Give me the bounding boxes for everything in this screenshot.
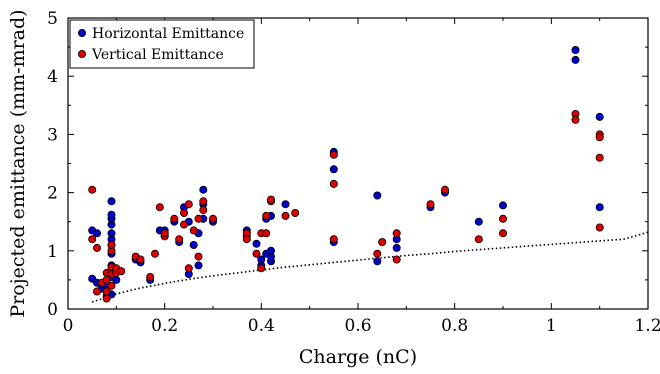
vertical-emittance-point xyxy=(595,133,604,142)
vertical-emittance-point xyxy=(257,264,266,273)
horizontal-emittance-point xyxy=(93,229,102,238)
y-tick-label: 1 xyxy=(47,242,58,262)
y-tick-label: 4 xyxy=(47,67,58,87)
y-tick-label: 3 xyxy=(47,125,58,145)
horizontal-emittance-point xyxy=(595,203,604,212)
legend: Horizontal Emittance Vertical Emittance xyxy=(69,19,255,69)
x-tick-label: 0.8 xyxy=(441,316,468,336)
vertical-emittance-point xyxy=(571,115,580,124)
vertical-emittance-point xyxy=(102,287,111,296)
vertical-emittance-point xyxy=(146,272,155,281)
horizontal-emittance-point xyxy=(571,46,580,55)
vertical-emittance-point xyxy=(208,214,217,223)
vertical-emittance-point xyxy=(426,200,435,209)
vertical-emittance-point xyxy=(184,264,193,273)
x-tick-label: 0.4 xyxy=(248,316,275,336)
y-axis-label: Projected emittance (mm-mrad) xyxy=(7,9,29,317)
data-points-layer xyxy=(88,46,604,303)
horizontal-emittance-point xyxy=(392,243,401,252)
vertical-emittance-point xyxy=(184,200,193,209)
horizontal-emittance-point xyxy=(107,197,116,206)
horizontal-emittance-point xyxy=(498,201,507,210)
vertical-emittance-point xyxy=(595,153,604,162)
y-tick-label: 2 xyxy=(47,184,58,204)
vertical-emittance-point xyxy=(199,206,208,215)
x-tick-label: 1 xyxy=(546,316,557,336)
x-tick-label: 0 xyxy=(63,316,74,336)
vertical-emittance-point xyxy=(329,150,338,159)
vertical-emittance-point xyxy=(291,208,300,217)
vertical-emittance-point xyxy=(498,214,507,223)
horizontal-emittance-point xyxy=(199,185,208,194)
vertical-emittance-point xyxy=(194,252,203,261)
vertical-emittance-point xyxy=(88,185,97,194)
vertical-emittance-point xyxy=(595,223,604,232)
vertical-emittance-point xyxy=(160,229,169,238)
vertical-emittance-point xyxy=(392,255,401,264)
vertical-emittance-point xyxy=(179,220,188,229)
vertical-emittance-point xyxy=(175,235,184,244)
vertical-emittance-point xyxy=(107,240,116,249)
y-tick-label: 5 xyxy=(47,9,58,29)
vertical-emittance-point xyxy=(199,197,208,206)
vertical-emittance-point xyxy=(117,267,126,276)
vertical-emittance-point xyxy=(329,179,338,188)
vertical-emittance-point xyxy=(498,229,507,238)
vertical-emittance-point xyxy=(378,238,387,247)
vertical-emittance-point xyxy=(392,229,401,238)
legend-label-horizontal: Horizontal Emittance xyxy=(92,26,244,42)
x-tick-label: 0.6 xyxy=(344,316,371,336)
vertical-emittance-point xyxy=(266,195,275,204)
legend-marker-horizontal xyxy=(78,28,87,37)
horizontal-emittance-point xyxy=(257,255,266,264)
vertical-emittance-point xyxy=(170,214,179,223)
horizontal-emittance-point xyxy=(281,200,290,209)
horizontal-emittance-point xyxy=(107,210,116,219)
horizontal-emittance-point xyxy=(373,257,382,266)
x-tick-label: 1.2 xyxy=(634,316,660,336)
vertical-emittance-point xyxy=(474,235,483,244)
legend-label-vertical: Vertical Emittance xyxy=(91,47,224,63)
vertical-emittance-point xyxy=(107,281,116,290)
legend-marker-vertical xyxy=(78,50,87,59)
vertical-emittance-point xyxy=(189,226,198,235)
axis-ticks-layer: 0 0.2 0.4 0.6 0.8 1 1.2 0 1 2 3 4 5 xyxy=(47,9,660,336)
vertical-emittance-point xyxy=(252,249,261,258)
horizontal-emittance-point xyxy=(373,191,382,200)
vertical-emittance-point xyxy=(281,211,290,220)
vertical-emittance-point xyxy=(179,208,188,217)
horizontal-emittance-point xyxy=(595,112,604,121)
vertical-emittance-point xyxy=(373,249,382,258)
y-tick-label: 0 xyxy=(47,300,58,320)
horizontal-emittance-point xyxy=(571,55,580,64)
vertical-emittance-point xyxy=(102,294,111,303)
x-tick-label: 0.2 xyxy=(151,316,178,336)
horizontal-emittance-point xyxy=(252,239,261,248)
horizontal-emittance-point xyxy=(107,229,116,238)
vertical-emittance-point xyxy=(242,235,251,244)
x-axis-label: Charge (nC) xyxy=(299,346,417,368)
vertical-emittance-point xyxy=(88,235,97,244)
horizontal-emittance-point xyxy=(266,246,275,255)
horizontal-emittance-point xyxy=(194,261,203,270)
horizontal-emittance-point xyxy=(189,240,198,249)
horizontal-emittance-point xyxy=(474,217,483,226)
vertical-emittance-point xyxy=(194,214,203,223)
vertical-emittance-point xyxy=(93,287,102,296)
vertical-emittance-point xyxy=(136,255,145,264)
legend-box xyxy=(69,19,255,69)
vertical-emittance-point xyxy=(150,249,159,258)
horizontal-emittance-point xyxy=(329,165,338,174)
vertical-emittance-point xyxy=(262,211,271,220)
vertical-emittance-point xyxy=(93,243,102,252)
vertical-emittance-point xyxy=(262,229,271,238)
vertical-emittance-point xyxy=(329,235,338,244)
vertical-emittance-point xyxy=(155,203,164,212)
vertical-emittance-point xyxy=(440,185,449,194)
